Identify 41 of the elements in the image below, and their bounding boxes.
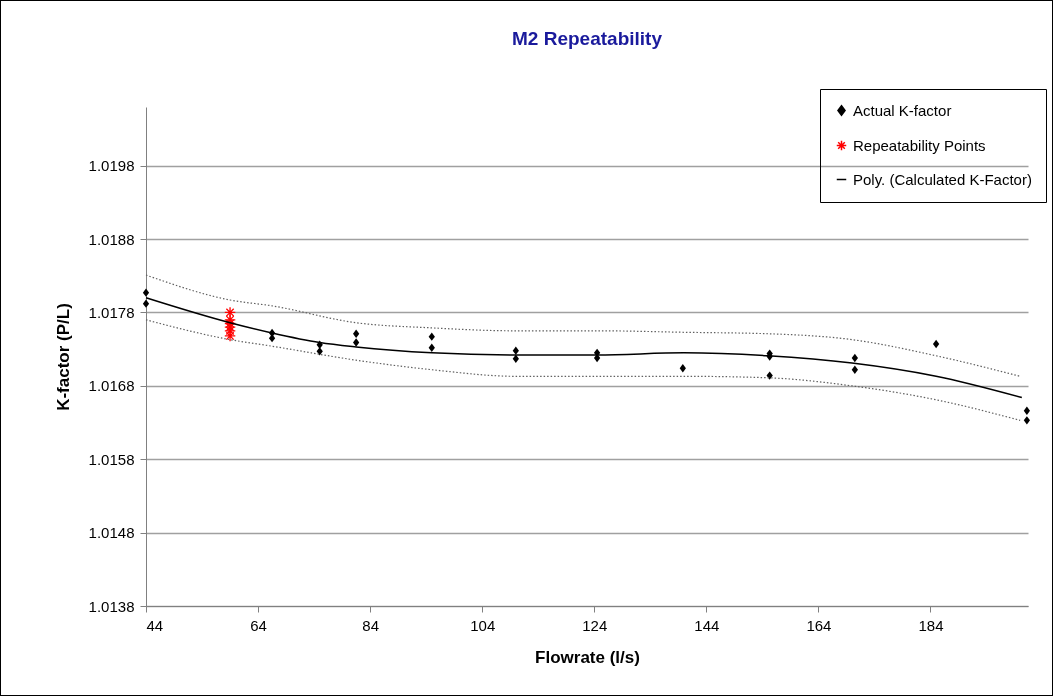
point xyxy=(851,353,858,363)
x-tick-label: 164 xyxy=(806,616,832,634)
legend-label: Poly. (Calculated K-Factor) xyxy=(853,170,1032,188)
point xyxy=(932,339,940,349)
point xyxy=(224,306,236,319)
line-series xyxy=(145,319,1021,421)
x-tick-label: 144 xyxy=(694,616,720,634)
point xyxy=(142,288,150,297)
x-tick-label: 104 xyxy=(470,616,496,634)
x-axis-title: Flowrate (l/s) xyxy=(535,647,640,667)
point xyxy=(851,365,858,374)
legend-label: Actual K-factor xyxy=(853,101,952,119)
point xyxy=(679,364,686,373)
y-tick-label: 1.0188 xyxy=(88,230,135,248)
y-tick-label: 1.0138 xyxy=(88,597,135,615)
x-tick-label: 44 xyxy=(146,616,164,634)
point xyxy=(353,338,360,347)
point xyxy=(1023,406,1031,415)
point xyxy=(512,346,519,355)
point xyxy=(316,347,323,356)
point xyxy=(353,329,360,338)
chart-title: M2 Repeatability xyxy=(512,27,663,49)
point xyxy=(512,354,519,363)
y-tick-label: 1.0148 xyxy=(88,524,135,542)
x-tick-label: 124 xyxy=(582,616,608,634)
x-tick-label: 64 xyxy=(250,616,267,634)
y-tick-label: 1.0178 xyxy=(88,303,135,321)
point xyxy=(428,343,435,352)
line-series xyxy=(145,274,1021,377)
point xyxy=(224,330,236,342)
point xyxy=(766,371,773,380)
x-tick-label: 84 xyxy=(362,616,379,634)
y-tick-label: 1.0158 xyxy=(88,450,135,468)
point xyxy=(1023,416,1031,425)
y-tick-label: 1.0198 xyxy=(88,157,135,175)
legend-label: Repeatability Points xyxy=(853,136,986,154)
point xyxy=(428,332,435,341)
y-axis-title: K-factor (P/L) xyxy=(53,303,73,411)
point xyxy=(142,299,150,308)
y-tick-label: 1.0168 xyxy=(88,377,135,395)
x-tick-label: 184 xyxy=(918,616,944,634)
